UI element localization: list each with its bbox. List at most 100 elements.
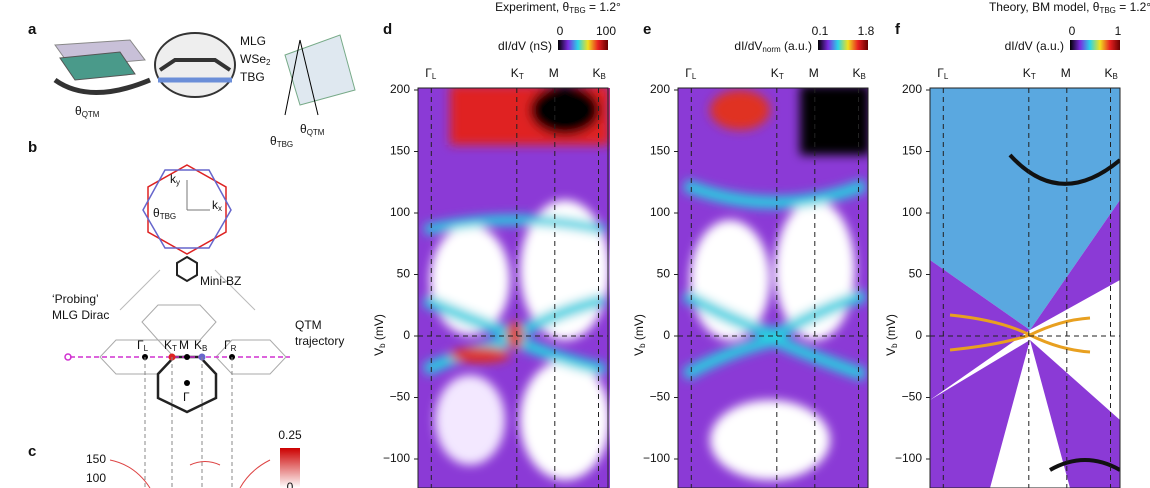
x-tick-label-main: K — [853, 66, 861, 80]
heatmap-d — [418, 88, 610, 488]
colorbar-tick-label: 1.8 — [858, 24, 875, 38]
angle-label: θQTM — [300, 122, 325, 137]
colorbar-label-sub: norm — [762, 45, 781, 54]
point-label: KT — [164, 338, 177, 353]
x-tick-label-main: Γ — [937, 66, 944, 80]
colorbar-tick-label: 1 — [1115, 24, 1122, 38]
angle-label-main: θ — [153, 206, 160, 220]
x-tick-label: ΓL — [685, 66, 697, 81]
x-tick-label: M — [809, 66, 819, 80]
point-label: KB — [194, 338, 207, 353]
panel-title-post: = 1.2° — [1116, 0, 1150, 14]
angle-label-sub: QTM — [82, 110, 100, 119]
colorbar-tick-label: 0 — [1069, 24, 1076, 38]
layer-label-sub: 2 — [266, 58, 271, 67]
panel-title-sub: TBG — [1099, 6, 1115, 15]
y-tick-label: 50 — [657, 267, 671, 281]
x-tick-label: KB — [593, 66, 606, 81]
plot-frame — [417, 87, 609, 488]
colorbar-label: dI/dVnorm (a.u.) — [734, 39, 812, 54]
layer-label-main: WSe — [240, 52, 266, 66]
x-tick-label-main: K — [771, 66, 779, 80]
plot-frame — [677, 87, 869, 488]
point-label: Γ — [183, 390, 190, 404]
label: QTM — [295, 318, 322, 332]
x-tick-label-sub: T — [1031, 72, 1036, 81]
y-axis-label-sub: b — [890, 343, 899, 348]
y-axis-label: Vb (mV) — [884, 314, 899, 356]
point-label-main: Γ — [137, 338, 144, 352]
point-label: ΓL — [137, 338, 149, 353]
point-label: ΓR — [224, 338, 237, 353]
y-axis-label: Vb (mV) — [632, 314, 647, 356]
y-tick-label: −100 — [895, 451, 922, 465]
y-tick-label: −50 — [390, 390, 411, 404]
y-tick-label: 200 — [902, 82, 922, 96]
label: ‘Probing’ — [52, 292, 99, 306]
panel-title-post: = 1.2° — [586, 0, 621, 14]
x-tick-label-sub: B — [601, 72, 606, 81]
y-tick-label: 100 — [390, 205, 410, 219]
panel-label: c — [28, 443, 36, 460]
point-label-main: K — [164, 338, 172, 352]
y-tick-label: −50 — [902, 390, 923, 404]
x-tick-label-main: K — [1023, 66, 1031, 80]
panel-a-diagram — [53, 32, 356, 116]
point-label-sub: T — [172, 344, 177, 353]
colorbar-tick-label: 0 — [287, 480, 294, 488]
panel-label: b — [28, 139, 37, 156]
angle-label-sub: TBG — [277, 140, 293, 149]
y-tick-label: 150 — [86, 452, 106, 466]
colorbar-tick-label: 0.25 — [278, 428, 302, 442]
point-label-sub: B — [202, 344, 207, 353]
heatmap-f — [930, 88, 1120, 488]
x-tick-label: KB — [853, 66, 866, 81]
axis-label-main: k — [170, 172, 177, 186]
y-tick-label: 150 — [902, 144, 922, 158]
y-tick-label: 100 — [86, 471, 106, 485]
colorbar-label-post: (a.u.) — [781, 39, 812, 53]
axis-label-sub: x — [218, 204, 222, 213]
panel-label: f — [895, 21, 901, 38]
x-tick-label-main: K — [511, 66, 519, 80]
x-tick-label-main: Γ — [425, 66, 432, 80]
panel-b-diagram — [64, 164, 290, 488]
label: Mini-BZ — [200, 274, 241, 288]
y-tick-label: 200 — [390, 82, 410, 96]
x-tick-label-sub: T — [779, 72, 784, 81]
angle-label: θTBG — [270, 134, 293, 149]
x-tick-label: KT — [1023, 66, 1036, 81]
colorbar — [1070, 40, 1120, 50]
point-label: M — [179, 338, 189, 352]
y-axis-label-post: (mV) — [884, 314, 898, 343]
axis-label-main: k — [212, 198, 219, 212]
layer-label: WSe2 — [240, 52, 271, 67]
y-tick-label: 50 — [397, 267, 411, 281]
angle-label-main: θ — [270, 134, 277, 148]
y-axis-label-post: (mV) — [372, 314, 386, 343]
x-tick-label: ΓL — [425, 66, 437, 81]
y-tick-label: 150 — [650, 144, 670, 158]
point-label-main: Γ — [224, 338, 231, 352]
layer-label: TBG — [240, 70, 265, 84]
x-tick-label: ΓL — [937, 66, 949, 81]
y-axis-label-main: V — [884, 348, 898, 356]
y-tick-label: −100 — [643, 451, 670, 465]
y-tick-label: 0 — [915, 328, 922, 342]
axis-label-sub: y — [176, 178, 180, 187]
x-tick-label-sub: B — [1113, 72, 1118, 81]
x-tick-label-sub: L — [432, 72, 437, 81]
x-tick-label: KB — [1105, 66, 1118, 81]
angle-label-main: θ — [75, 104, 82, 118]
y-tick-label: 50 — [909, 267, 923, 281]
angle-label: θQTM — [75, 104, 100, 119]
colorbar-tick-label: 0 — [557, 24, 564, 38]
panel-c-diagram — [109, 448, 300, 488]
y-axis-label-main: V — [372, 348, 386, 356]
layer-label: MLG — [240, 34, 266, 48]
panel-title: Experiment, θTBG = 1.2° — [495, 0, 621, 15]
x-tick-label-sub: L — [692, 72, 697, 81]
y-tick-label: 0 — [663, 328, 670, 342]
panel-title-pre: Theory, BM model, θ — [989, 0, 1100, 14]
y-tick-label: 200 — [650, 82, 670, 96]
